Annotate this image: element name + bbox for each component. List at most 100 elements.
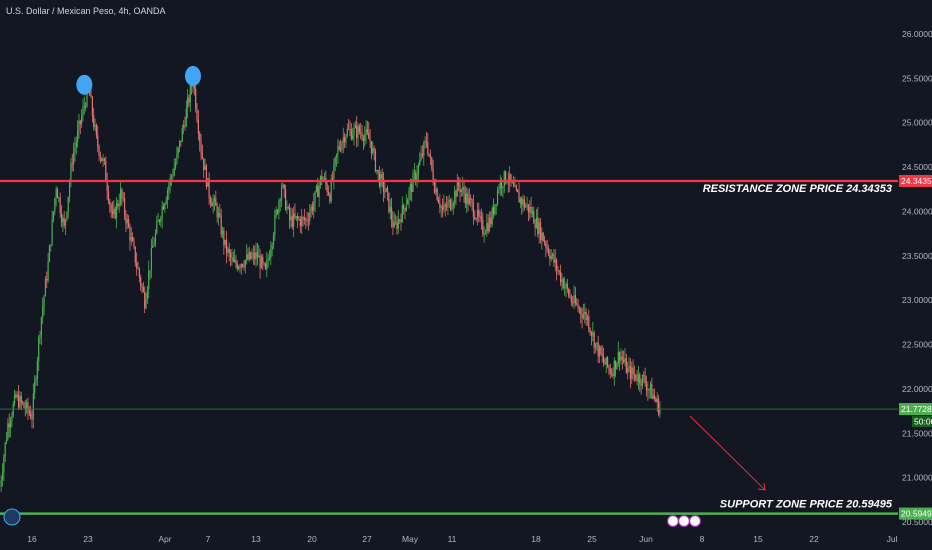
candle-body xyxy=(404,208,406,211)
candle-body xyxy=(26,402,28,410)
candle-body xyxy=(550,255,552,260)
candle-body xyxy=(317,186,319,198)
candle-body xyxy=(362,137,364,141)
candle-body xyxy=(310,206,312,213)
candle-body xyxy=(517,189,519,193)
candle-body xyxy=(211,202,213,207)
candle-body xyxy=(542,232,544,242)
candle-body xyxy=(628,366,630,368)
candle-body xyxy=(551,253,554,256)
candle-body xyxy=(272,235,275,245)
candle-body xyxy=(111,211,114,215)
candle-body xyxy=(54,198,56,212)
candle-body xyxy=(389,207,391,212)
candle-body xyxy=(529,206,531,213)
candle-body xyxy=(601,354,603,357)
candle-body xyxy=(400,219,402,223)
candle-body xyxy=(514,186,516,188)
candle-body xyxy=(590,332,593,336)
overlays-layer: RESISTANCE ZONE PRICE 24.34353 SUPPORT ZO… xyxy=(0,65,898,528)
candle-body xyxy=(513,182,515,187)
candle-body xyxy=(231,257,233,259)
candle-body xyxy=(454,191,456,203)
candle-body xyxy=(199,133,201,142)
last-price-tag xyxy=(899,403,932,416)
candle-body xyxy=(463,187,465,195)
price-tick: 21.50000 xyxy=(902,428,932,438)
price-tick: 21.00000 xyxy=(902,473,932,483)
candle-body xyxy=(335,153,338,158)
candle-body xyxy=(592,332,594,336)
candle-body xyxy=(364,134,366,141)
candle-body xyxy=(142,287,144,292)
candle-body xyxy=(519,198,521,203)
candle-body xyxy=(576,303,578,305)
candle-body xyxy=(309,212,311,221)
candle-body xyxy=(388,192,390,212)
candle-body xyxy=(258,255,260,258)
logo-icon xyxy=(3,508,21,526)
candle-body xyxy=(187,97,189,109)
candle-body xyxy=(455,191,457,197)
candle-body xyxy=(439,203,441,208)
candle-body xyxy=(511,181,513,183)
candle-body xyxy=(254,252,256,260)
price-tick: 22.50000 xyxy=(902,340,932,350)
candle-body xyxy=(5,438,8,443)
candle-body xyxy=(641,374,644,386)
candle-body xyxy=(51,219,53,245)
candle-body xyxy=(624,358,626,363)
candle-body xyxy=(280,187,283,201)
candle-body xyxy=(496,190,499,205)
candle-body xyxy=(656,398,658,403)
candle-body xyxy=(490,217,492,225)
candle-body xyxy=(161,206,163,219)
candle-body xyxy=(71,163,73,165)
candle-body xyxy=(558,270,560,272)
candle-body xyxy=(577,304,579,309)
candle-body xyxy=(539,222,542,241)
candle-body xyxy=(447,202,449,208)
candle-body xyxy=(584,311,586,315)
candle-body xyxy=(471,199,473,204)
candle-body xyxy=(424,140,426,143)
candle-body xyxy=(35,378,37,383)
candle-body xyxy=(313,203,315,211)
candle-body xyxy=(392,219,394,228)
candle-body xyxy=(360,132,362,134)
price-axis[interactable]: 26.00000 25.50000 25.00000 24.50000 24.00000… xyxy=(898,0,932,550)
candle-body xyxy=(8,423,10,428)
candle-body xyxy=(315,186,318,192)
time-axis[interactable]: 16 23 Apr 7 13 20 27 May 11 18 25 Jun 8 15 22 Jul xyxy=(27,534,897,544)
candle-body xyxy=(38,337,40,361)
countdown-text: 50:06 xyxy=(914,417,932,427)
candle-body xyxy=(207,178,209,187)
candle-body xyxy=(150,247,153,271)
candle-body xyxy=(436,188,438,200)
candle-body xyxy=(593,332,595,348)
candle-body xyxy=(374,150,377,171)
candle-body xyxy=(301,216,303,227)
candle-body xyxy=(263,263,265,264)
price-tick: 20.50000 xyxy=(902,517,932,527)
candle-body xyxy=(456,180,458,197)
candle-body xyxy=(568,289,570,296)
candle-body xyxy=(7,423,9,439)
candle-body xyxy=(121,189,123,199)
candle-body xyxy=(251,255,253,259)
candle-body xyxy=(372,147,374,154)
time-tick: 22 xyxy=(809,534,819,544)
candle-body xyxy=(213,198,216,202)
candle-body xyxy=(101,157,103,161)
candle-body xyxy=(602,356,605,363)
peak-marker xyxy=(185,65,201,86)
candle-body xyxy=(176,153,178,163)
candle-body xyxy=(3,456,5,473)
time-tick: Jul xyxy=(887,534,898,544)
candle-body xyxy=(458,180,460,186)
candle-body xyxy=(401,204,403,223)
candle-body xyxy=(433,182,436,193)
candle-body xyxy=(523,199,525,208)
candle-body xyxy=(91,97,93,116)
